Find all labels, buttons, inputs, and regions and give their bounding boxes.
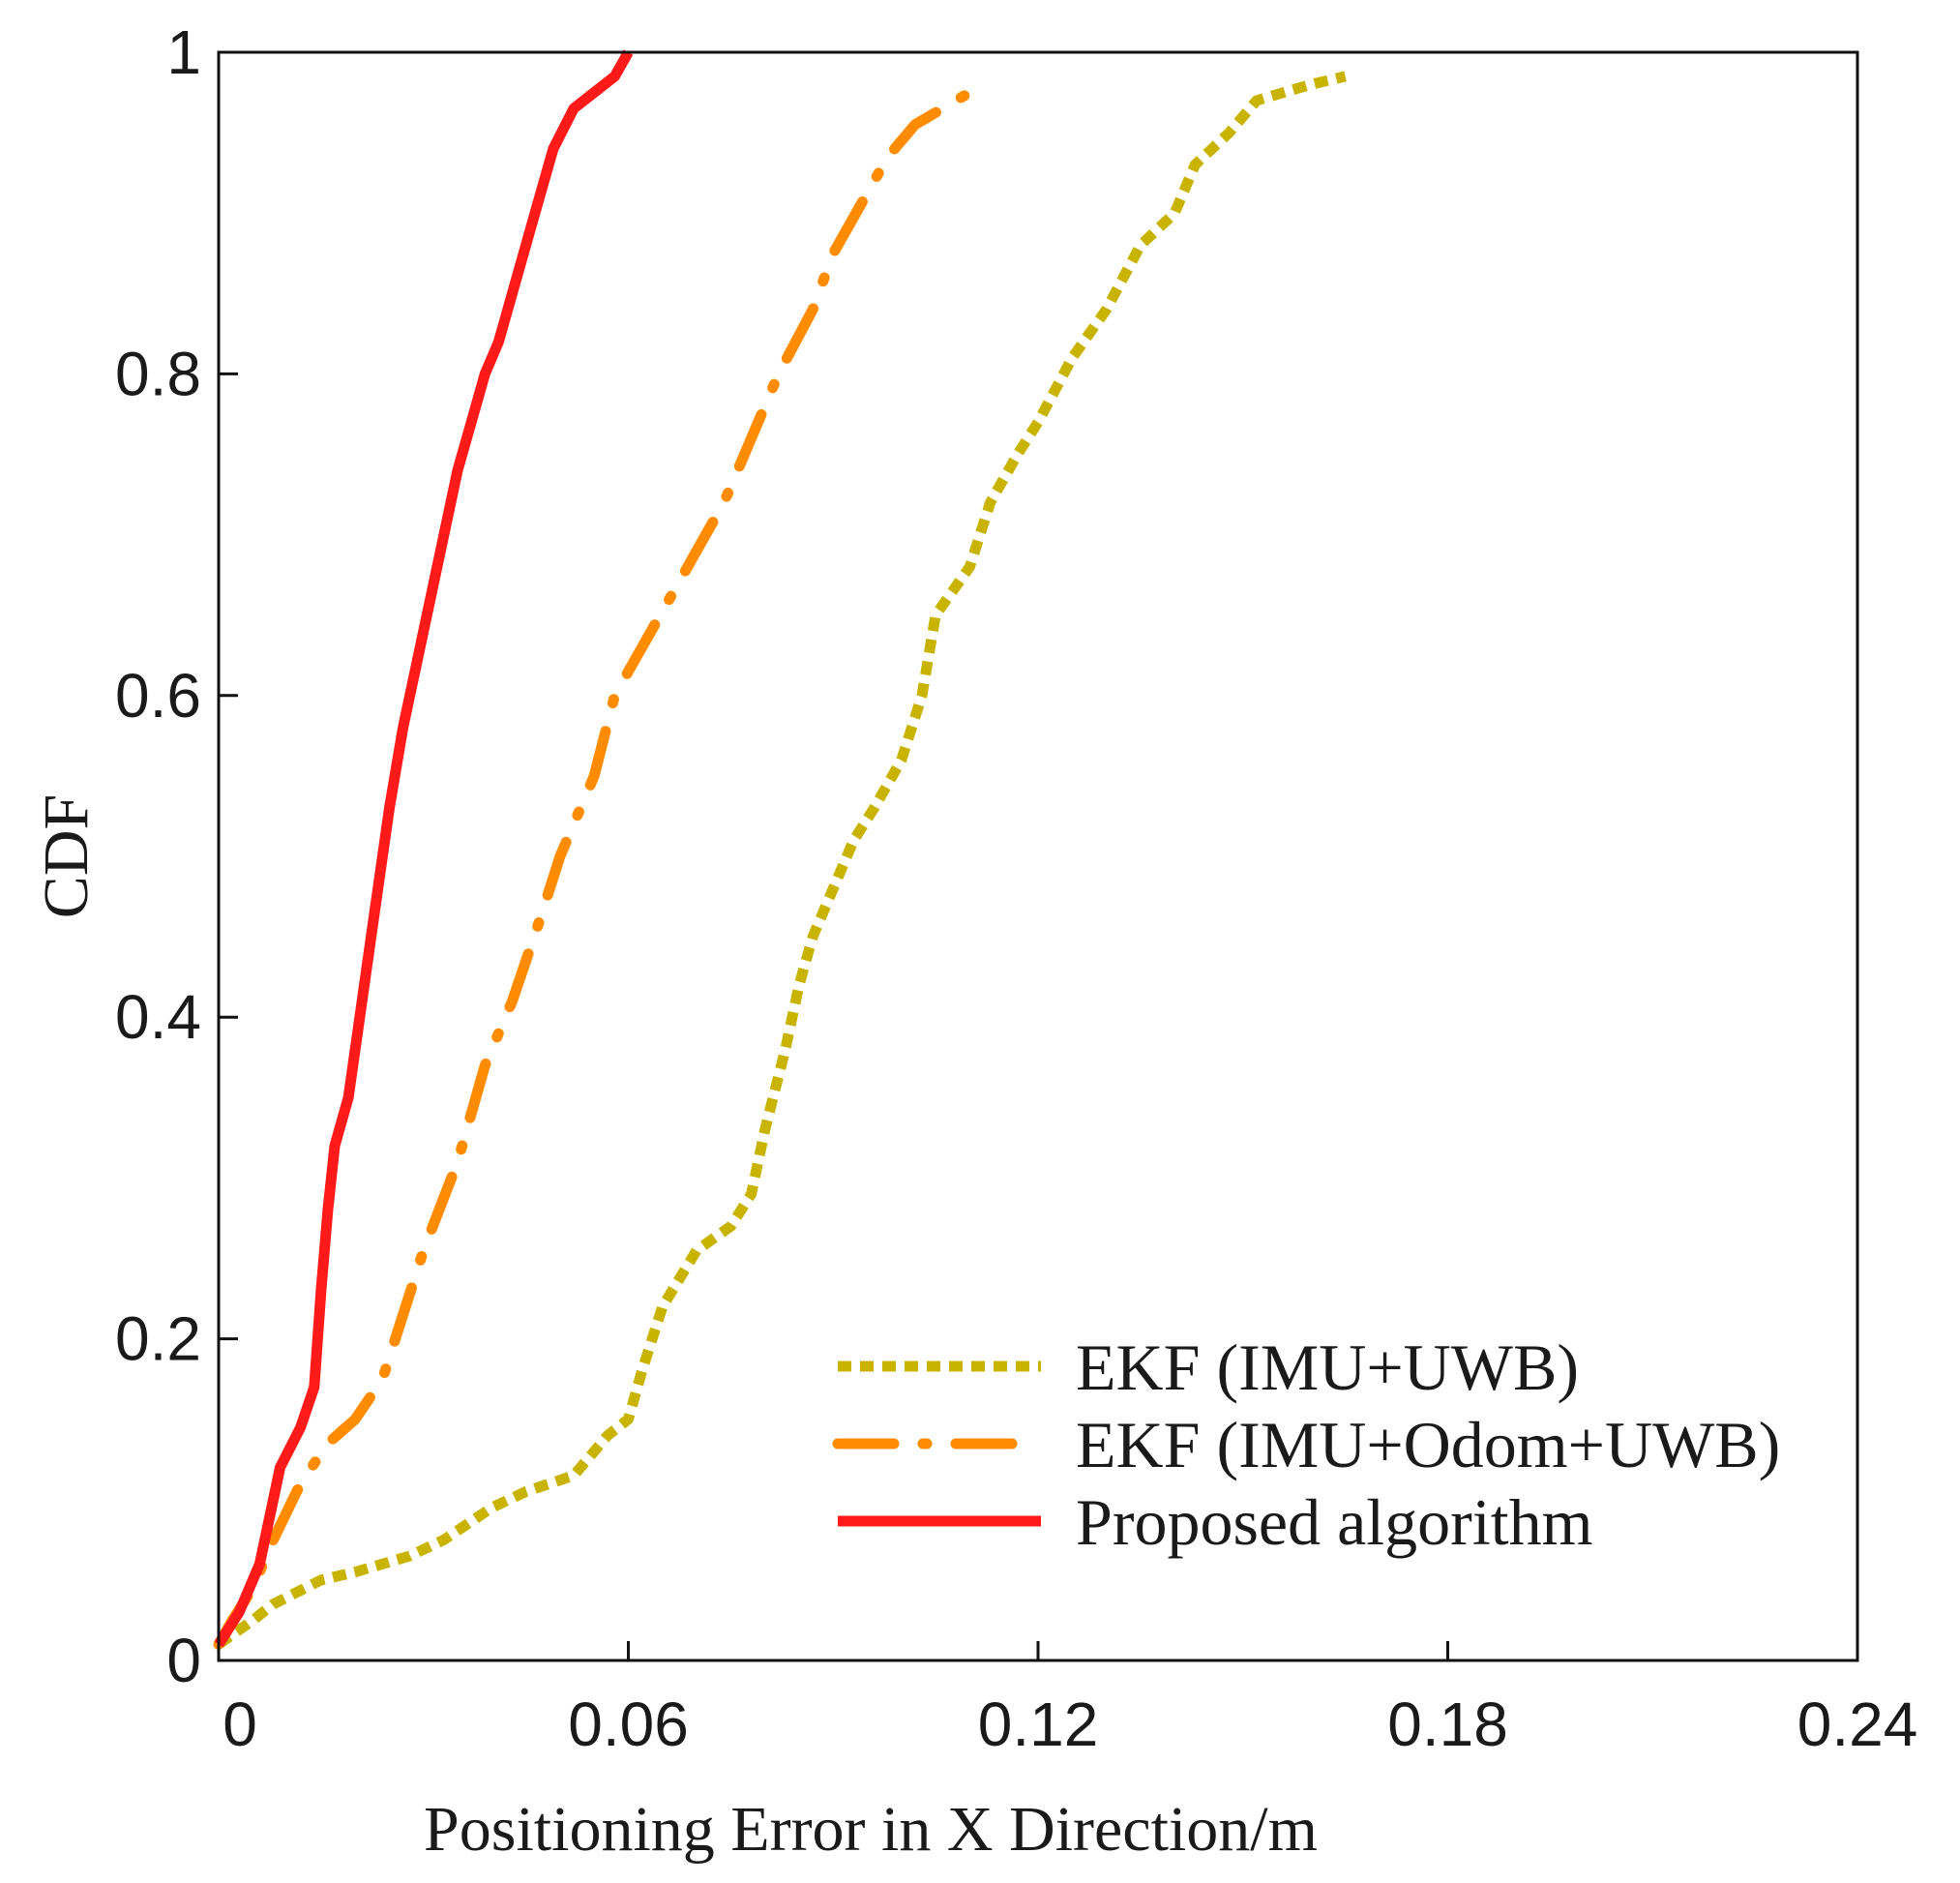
series-layer: [213, 49, 1347, 1650]
x-tick-label: 0.12: [978, 1689, 1099, 1759]
series-line-1: [215, 71, 1347, 1649]
x-axis-label: Positioning Error in X Direction/m: [424, 1794, 1318, 1865]
x-tick-label: 0: [223, 1689, 257, 1759]
x-tick-label: 0.18: [1387, 1689, 1508, 1759]
y-tick-label: 1: [166, 17, 201, 87]
y-tick-label: 0.4: [115, 982, 201, 1052]
series-line-3: [214, 49, 634, 1648]
x-tick-label: 0.24: [1797, 1689, 1918, 1759]
y-tick-label: 0.6: [115, 661, 201, 731]
ticks-layer: 0 0.06 0.12 0.18 0.24 0 0.2 0.4 0.6 0.8 1: [115, 17, 1917, 1759]
y-tick-label: 0.2: [115, 1304, 201, 1374]
legend: EKF (IMU+UWB)EKF (IMU+Odom+UWB)Proposed …: [832, 1330, 1780, 1559]
series-line-2: [213, 87, 975, 1650]
legend-label-2: EKF (IMU+Odom+UWB): [1076, 1408, 1780, 1481]
y-tick-label: 0.8: [115, 339, 201, 408]
legend-label-3: Proposed algorithm: [1076, 1485, 1593, 1559]
x-tick-label: 0.06: [568, 1689, 689, 1759]
legend-label-1: EKF (IMU+UWB): [1076, 1330, 1579, 1404]
y-tick-label: 0: [166, 1626, 201, 1695]
y-axis-label: CDF: [31, 794, 102, 918]
